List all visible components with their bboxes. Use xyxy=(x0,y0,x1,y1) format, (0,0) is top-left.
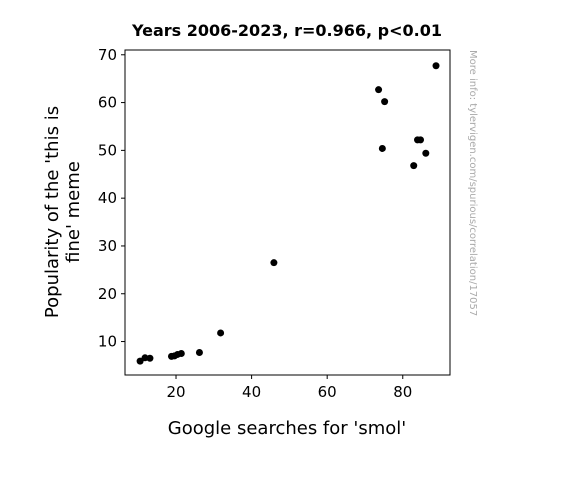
chart-title: Years 2006-2023, r=0.966, p<0.01 xyxy=(131,21,442,40)
y-axis: 10 20 30 40 50 60 70 xyxy=(98,46,125,351)
data-point xyxy=(136,357,144,365)
x-tick-label: 20 xyxy=(166,383,185,401)
data-point xyxy=(410,162,418,170)
data-point xyxy=(381,98,389,106)
y-axis-label: Popularity of the 'this is fine' meme xyxy=(42,106,84,318)
y-tick-label: 30 xyxy=(98,237,117,255)
data-point xyxy=(378,144,386,152)
watermark-text: More info: tylervigen.com/spurious/corre… xyxy=(467,50,478,316)
y-tick-label: 60 xyxy=(98,94,117,112)
y-tick-label: 70 xyxy=(98,46,117,64)
x-axis-label: Google searches for 'smol' xyxy=(168,418,406,439)
y-tick-label: 10 xyxy=(98,333,117,351)
x-tick-label: 60 xyxy=(318,383,337,401)
y-axis-label-line-1: Popularity of the 'this is xyxy=(42,106,63,318)
plot-area-frame xyxy=(124,49,451,376)
data-point xyxy=(375,86,383,94)
data-point xyxy=(177,349,185,357)
data-point xyxy=(270,259,278,267)
y-tick-label: 50 xyxy=(98,141,117,159)
x-tick-label: 80 xyxy=(393,383,412,401)
y-tick-label: 20 xyxy=(98,285,117,303)
y-tick-label: 40 xyxy=(98,189,117,207)
data-points xyxy=(136,62,440,365)
y-axis-label-line-2: fine' meme xyxy=(63,161,84,263)
watermark: More info: tylervigen.com/spurious/corre… xyxy=(467,50,478,316)
data-point xyxy=(422,149,430,157)
x-tick-label: 40 xyxy=(242,383,261,401)
data-point xyxy=(417,136,425,144)
x-axis: 20 40 60 80 xyxy=(166,375,412,401)
data-point xyxy=(432,62,440,70)
data-point xyxy=(146,354,154,362)
data-point xyxy=(195,349,203,357)
data-point xyxy=(217,329,225,337)
